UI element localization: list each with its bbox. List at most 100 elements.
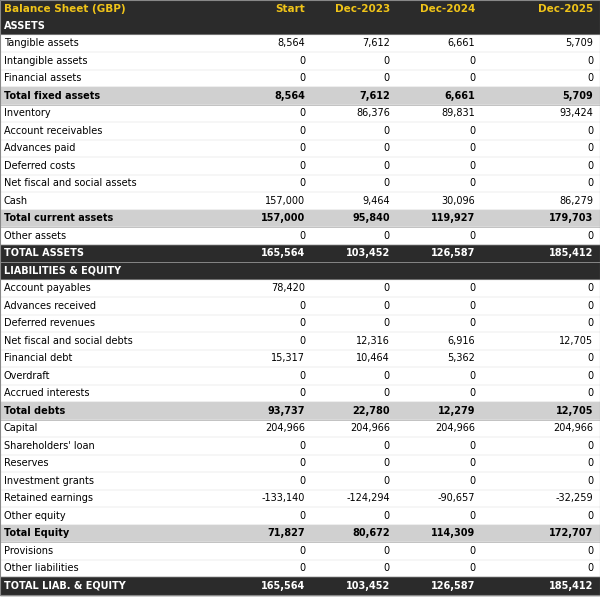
Text: 0: 0: [299, 563, 305, 573]
Text: 0: 0: [469, 73, 475, 83]
Bar: [0, 0, 600, 17]
Text: 93,737: 93,737: [268, 406, 305, 416]
Text: 0: 0: [587, 161, 593, 171]
Text: 0: 0: [587, 371, 593, 381]
Text: Deferred revenues: Deferred revenues: [4, 318, 95, 328]
Text: 0: 0: [587, 283, 593, 293]
Text: 114,309: 114,309: [431, 528, 475, 538]
Text: 0: 0: [384, 563, 390, 573]
Text: Financial debt: Financial debt: [4, 353, 73, 363]
Text: 0: 0: [384, 73, 390, 83]
Bar: [0, 315, 600, 332]
Text: 103,452: 103,452: [346, 581, 390, 591]
Text: 6,661: 6,661: [444, 91, 475, 100]
Text: 0: 0: [384, 56, 390, 66]
Text: 6,661: 6,661: [448, 38, 475, 48]
Text: 0: 0: [384, 318, 390, 328]
Text: 30,096: 30,096: [441, 196, 475, 206]
Text: 0: 0: [587, 301, 593, 311]
Bar: [0, 454, 600, 472]
Text: 0: 0: [384, 301, 390, 311]
Bar: [0, 157, 600, 175]
Text: 0: 0: [469, 301, 475, 311]
Text: 5,709: 5,709: [565, 38, 593, 48]
Bar: [0, 367, 600, 385]
Text: 0: 0: [469, 231, 475, 241]
Bar: [0, 209, 600, 227]
Text: 165,564: 165,564: [261, 581, 305, 591]
Text: 0: 0: [587, 511, 593, 521]
Text: Total fixed assets: Total fixed assets: [4, 91, 100, 100]
Text: 0: 0: [469, 161, 475, 171]
Text: 0: 0: [469, 126, 475, 136]
Bar: [0, 420, 600, 437]
Bar: [0, 560, 600, 577]
Bar: [0, 437, 600, 454]
Bar: [0, 52, 600, 69]
Text: Total Equity: Total Equity: [4, 528, 69, 538]
Bar: [0, 227, 600, 245]
Text: Balance Sheet (GBP): Balance Sheet (GBP): [4, 4, 125, 14]
Text: 0: 0: [587, 441, 593, 451]
Text: 0: 0: [299, 318, 305, 328]
Text: 0: 0: [384, 231, 390, 241]
Text: Total debts: Total debts: [4, 406, 65, 416]
Text: 9,464: 9,464: [362, 196, 390, 206]
Bar: [0, 402, 600, 420]
Text: 80,672: 80,672: [352, 528, 390, 538]
Text: 22,780: 22,780: [352, 406, 390, 416]
Text: 0: 0: [469, 283, 475, 293]
Bar: [0, 139, 600, 157]
Text: 0: 0: [384, 546, 390, 556]
Text: 0: 0: [384, 371, 390, 381]
Bar: [0, 192, 600, 209]
Bar: [0, 577, 600, 594]
Text: 12,705: 12,705: [556, 406, 593, 416]
Text: Start: Start: [275, 4, 305, 14]
Text: 12,705: 12,705: [559, 335, 593, 346]
Text: 0: 0: [587, 318, 593, 328]
Bar: [0, 69, 600, 87]
Text: 0: 0: [469, 178, 475, 188]
Text: 6,916: 6,916: [448, 335, 475, 346]
Text: 0: 0: [469, 458, 475, 468]
Text: 0: 0: [384, 178, 390, 188]
Text: 78,420: 78,420: [271, 283, 305, 293]
Text: 0: 0: [469, 546, 475, 556]
Text: Other equity: Other equity: [4, 511, 65, 521]
Text: 86,376: 86,376: [356, 108, 390, 118]
Text: 0: 0: [469, 441, 475, 451]
Text: 0: 0: [299, 231, 305, 241]
Text: 0: 0: [469, 371, 475, 381]
Text: 0: 0: [384, 388, 390, 398]
Bar: [0, 507, 600, 524]
Text: 0: 0: [299, 476, 305, 486]
Text: 0: 0: [299, 546, 305, 556]
Text: 179,703: 179,703: [549, 213, 593, 223]
Bar: [0, 472, 600, 490]
Text: 93,424: 93,424: [559, 108, 593, 118]
Text: 0: 0: [384, 441, 390, 451]
Text: TOTAL ASSETS: TOTAL ASSETS: [4, 248, 84, 258]
Text: 0: 0: [587, 353, 593, 363]
Text: 204,966: 204,966: [553, 423, 593, 433]
Bar: [0, 332, 600, 349]
Text: 185,412: 185,412: [548, 248, 593, 258]
Text: 0: 0: [587, 231, 593, 241]
Text: 0: 0: [587, 144, 593, 153]
Text: 0: 0: [469, 476, 475, 486]
Bar: [0, 279, 600, 297]
Text: 5,709: 5,709: [562, 91, 593, 100]
Text: LIABILITIES & EQUITY: LIABILITIES & EQUITY: [4, 266, 121, 276]
Text: 0: 0: [384, 458, 390, 468]
Text: 86,279: 86,279: [559, 196, 593, 206]
Bar: [0, 385, 600, 402]
Text: Accrued interests: Accrued interests: [4, 388, 89, 398]
Text: Provisions: Provisions: [4, 546, 53, 556]
Bar: [0, 542, 600, 560]
Text: Capital: Capital: [4, 423, 38, 433]
Text: 5,362: 5,362: [447, 353, 475, 363]
Text: Advances paid: Advances paid: [4, 144, 76, 153]
Text: 0: 0: [587, 476, 593, 486]
Text: 0: 0: [587, 56, 593, 66]
